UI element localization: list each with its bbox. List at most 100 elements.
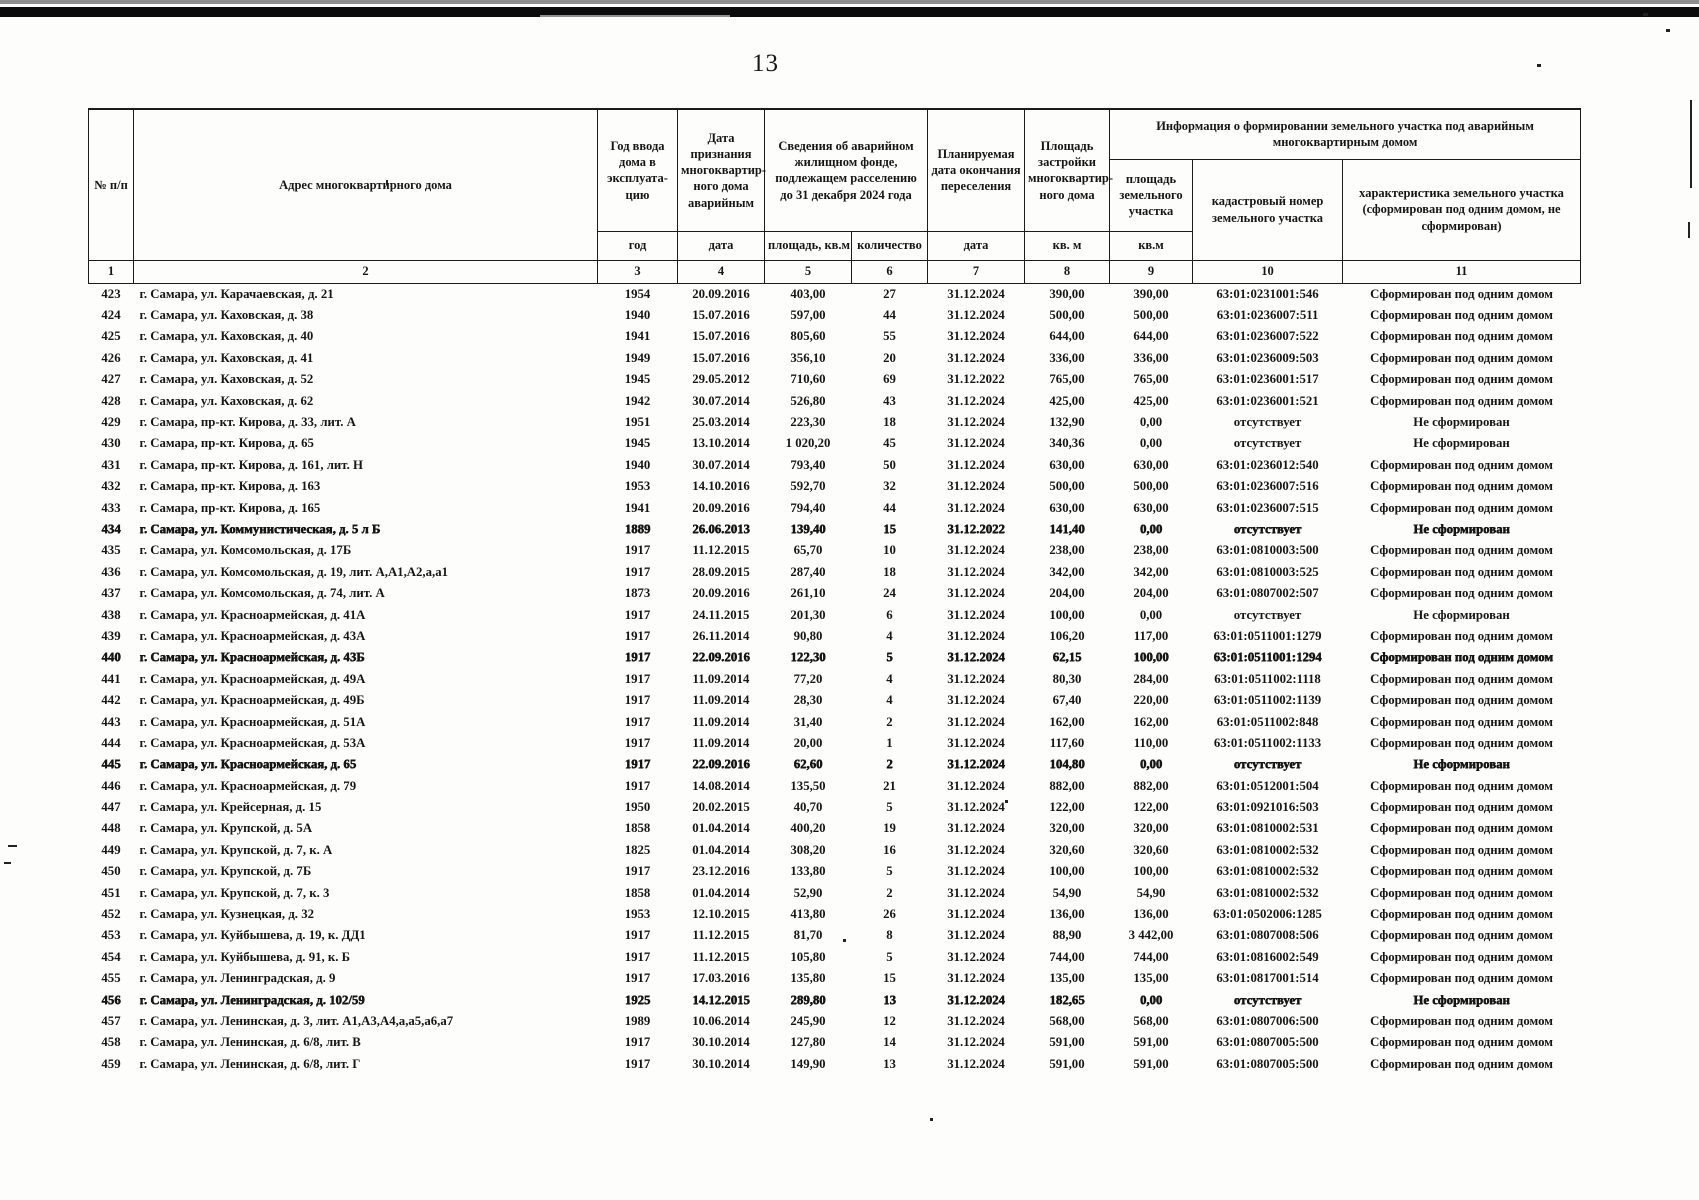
date-declared-emergency: 11.12.2015: [692, 543, 750, 558]
date-declared-emergency: 30.10.2014: [692, 1056, 750, 1071]
colnum-1: 1: [88, 259, 134, 284]
row-number: 429: [101, 415, 121, 430]
row-number: 447: [101, 800, 121, 815]
row-number: 426: [101, 350, 121, 365]
table-row: 450 г. Самара, ул. Крупской, д. 7Б 1917 23.…: [89, 861, 1581, 882]
area-to-resettle: 90,80: [793, 628, 823, 643]
building-footprint-area: 500,00: [1049, 308, 1085, 323]
land-plot-area: 320,00: [1133, 821, 1169, 836]
unit-date-declared: дата: [677, 230, 765, 261]
land-plot-status: Сформирован под одним домом: [1370, 842, 1553, 857]
year-built: 1917: [624, 607, 651, 622]
resettlement-deadline: 31.12.2024: [947, 415, 1005, 430]
land-plot-status: Сформирован под одним домом: [1370, 928, 1553, 943]
unit-count: 16: [883, 842, 896, 857]
unit-count: 1: [886, 735, 893, 750]
date-declared-emergency: 01.04.2014: [692, 842, 750, 857]
address: г. Самара, пр-кт. Кирова, д. 161, лит. Н: [139, 457, 363, 472]
date-declared-emergency: 12.10.2015: [692, 907, 750, 922]
resettlement-deadline: 31.12.2024: [947, 971, 1005, 986]
header-group-emergency-fund: Сведения об аварийном жилищном фонде, по…: [763, 108, 929, 232]
land-plot-area: 3 442,00: [1128, 928, 1174, 943]
cadastral-number: отсутствует: [1233, 992, 1302, 1007]
cadastral-number: 63:01:0810002:532: [1216, 885, 1319, 900]
land-plot-status: Сформирован под одним домом: [1370, 628, 1553, 643]
table-row: 433 г. Самара, пр-кт. Кирова, д. 165 1941 2…: [89, 497, 1581, 518]
cadastral-number: 63:01:0816002:549: [1216, 949, 1319, 964]
date-declared-emergency: 14.12.2015: [692, 992, 750, 1007]
year-built: 1917: [624, 1035, 651, 1050]
resettlement-deadline: 31.12.2024: [947, 1013, 1005, 1028]
date-declared-emergency: 15.07.2016: [692, 308, 750, 323]
resettlement-deadline: 31.12.2024: [947, 308, 1005, 323]
area-to-resettle: 245,90: [790, 1013, 826, 1028]
table-row: 431 г. Самара, пр-кт. Кирова, д. 161, лит…: [89, 455, 1581, 476]
table-row: 442 г. Самара, ул. Красноармейская, д. 49…: [89, 690, 1581, 711]
row-number: 425: [101, 329, 121, 344]
building-footprint-area: 54,90: [1052, 885, 1082, 900]
row-number: 456: [101, 992, 121, 1007]
date-declared-emergency: 01.04.2014: [692, 821, 750, 836]
resettlement-deadline: 31.12.2024: [947, 650, 1005, 665]
building-footprint-area: 630,00: [1049, 500, 1085, 515]
year-built: 1917: [624, 543, 651, 558]
address: г. Самара, ул. Ленинская, д. 6/8, лит. Г: [139, 1056, 361, 1071]
land-plot-status: Сформирован под одним домом: [1370, 543, 1553, 558]
year-built: 1954: [624, 286, 651, 301]
cadastral-number: 63:01:0236012:540: [1216, 457, 1319, 472]
year-built: 1945: [624, 372, 651, 387]
address: г. Самара, ул. Куйбышева, д. 91, к. Б: [139, 949, 351, 964]
year-built: 1953: [624, 479, 651, 494]
area-to-resettle: 793,40: [790, 457, 826, 472]
land-plot-status: Не сформирован: [1413, 436, 1510, 451]
header-resettlement-deadline: Планируемая дата окончания переселения: [927, 108, 1026, 232]
row-number: 455: [101, 971, 121, 986]
header-address: Адрес многоквартирного дома: [133, 108, 598, 261]
area-to-resettle: 31,40: [793, 714, 823, 729]
address: г. Самара, ул. Красноармейская, д. 51А: [139, 714, 366, 729]
date-declared-emergency: 11.09.2014: [692, 735, 750, 750]
resettlement-deadline: 31.12.2024: [947, 628, 1005, 643]
cadastral-number: 63:01:0236007:511: [1216, 308, 1319, 323]
resettlement-deadline: 31.12.2024: [947, 864, 1005, 879]
land-plot-status: Сформирован под одним домом: [1370, 778, 1553, 793]
row-number: 433: [101, 500, 121, 515]
unit-count: 10: [883, 543, 896, 558]
header-building-footprint: Площадь застройки многоквартир-ного дома: [1024, 108, 1113, 232]
land-plot-status: Сформирован под одним домом: [1370, 286, 1553, 301]
area-to-resettle: 77,20: [793, 671, 823, 686]
area-to-resettle: 403,00: [790, 286, 826, 301]
year-built: 1917: [624, 650, 651, 665]
resettlement-deadline: 31.12.2024: [947, 714, 1005, 729]
building-footprint-area: 336,00: [1049, 350, 1085, 365]
unit-count: количество: [850, 230, 929, 261]
scan-vertical-mark: [1688, 222, 1690, 238]
header-cadastral-number: кадастровый номер земельного участка: [1192, 158, 1344, 261]
table-row: 451 г. Самара, ул. Крупской, д. 7, к. 3 18…: [89, 882, 1581, 903]
colnum-11: 11: [1342, 259, 1582, 284]
scan-gray-bar: [0, 0, 1699, 4]
cadastral-number: 63:01:0810003:525: [1216, 564, 1319, 579]
address: г. Самара, ул. Ленинская, д. 3, лит. А1,…: [139, 1013, 454, 1028]
table-row: 435 г. Самара, ул. Комсомольская, д. 17Б 1…: [89, 540, 1581, 561]
year-built: 1950: [624, 800, 651, 815]
address: г. Самара, ул. Комсомольская, д. 74, лит…: [139, 586, 385, 601]
land-plot-area: 0,00: [1139, 607, 1163, 622]
unit-count: 24: [883, 586, 896, 601]
address: г. Самара, ул. Красноармейская, д. 79: [139, 778, 357, 793]
building-footprint-area: 135,00: [1049, 971, 1085, 986]
cadastral-number: 63:01:0807005:500: [1216, 1035, 1319, 1050]
year-built: 1873: [624, 586, 651, 601]
land-plot-area: 238,00: [1133, 543, 1169, 558]
area-to-resettle: 28,30: [793, 693, 823, 708]
building-footprint-area: 765,00: [1049, 372, 1085, 387]
address: г. Самара, ул. Красноармейская, д. 41А: [139, 607, 366, 622]
cadastral-number: 63:01:0810003:500: [1216, 543, 1319, 558]
date-declared-emergency: 14.08.2014: [692, 778, 750, 793]
cadastral-number: 63:01:0511002:1133: [1213, 735, 1322, 750]
resettlement-deadline: 31.12.2024: [947, 329, 1005, 344]
address: г. Самара, ул. Красноармейская, д. 43А: [139, 628, 366, 643]
row-number: 457: [101, 1013, 121, 1028]
land-plot-area: 100,00: [1133, 650, 1169, 665]
colnum-7: 7: [927, 259, 1026, 284]
